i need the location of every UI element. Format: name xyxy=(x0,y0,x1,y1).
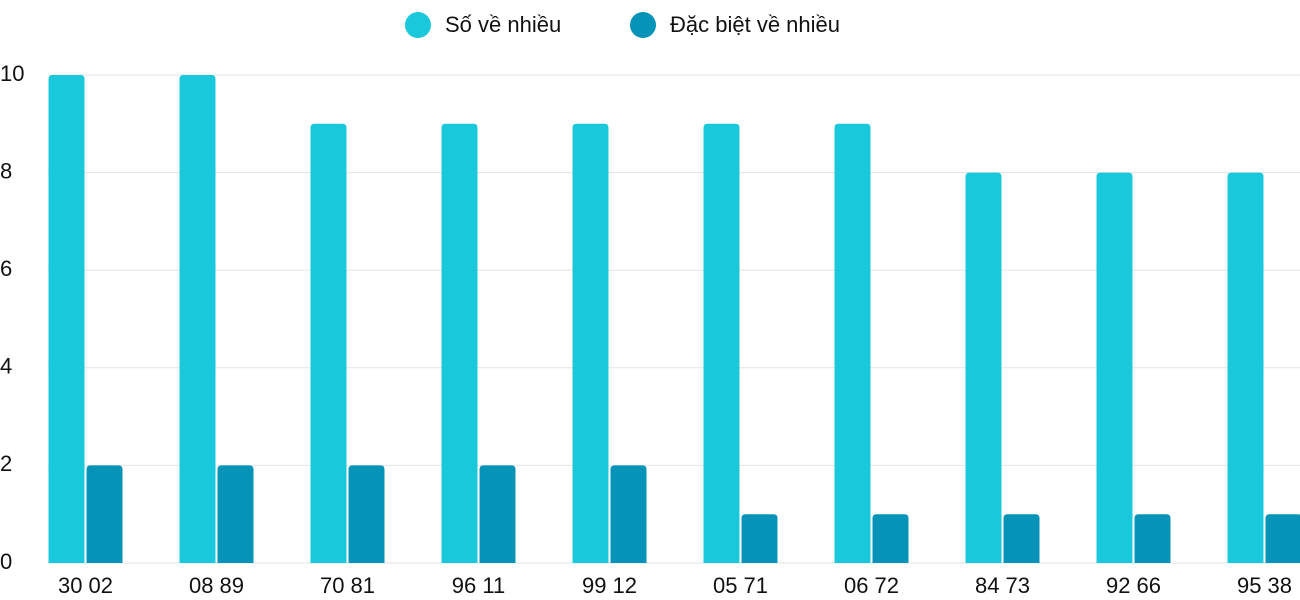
bar xyxy=(610,465,647,563)
bar xyxy=(1265,514,1300,563)
x-tick-label: 70 81 xyxy=(320,573,375,598)
x-tick-label: 06 72 xyxy=(844,573,899,598)
x-tick-label: 84 73 xyxy=(975,573,1030,598)
x-tick-label: 05 71 xyxy=(713,573,768,598)
bar xyxy=(48,75,85,563)
bar xyxy=(834,123,871,564)
y-tick-label: 8 xyxy=(0,158,12,183)
x-tick-label: 95 38 xyxy=(1237,573,1292,598)
bar xyxy=(572,123,609,564)
bar xyxy=(703,123,740,564)
bar xyxy=(1003,514,1040,563)
bar xyxy=(310,123,347,564)
y-tick-label: 4 xyxy=(0,354,12,379)
bar xyxy=(965,172,1002,563)
y-tick-label: 6 xyxy=(0,256,12,281)
y-tick-label: 0 xyxy=(0,549,12,574)
legend-label: Đặc biệt về nhiều xyxy=(670,12,840,37)
bar xyxy=(1096,172,1133,563)
x-tick-label: 99 12 xyxy=(582,573,637,598)
bar xyxy=(479,465,516,563)
y-tick-label: 10 xyxy=(0,61,24,86)
bar xyxy=(872,514,909,563)
bar xyxy=(86,465,123,563)
bar xyxy=(217,465,254,563)
bar xyxy=(179,75,216,563)
x-tick-label: 96 11 xyxy=(452,573,505,598)
x-tick-label: 92 66 xyxy=(1106,573,1161,598)
y-tick-label: 2 xyxy=(0,451,12,476)
bar xyxy=(441,123,478,564)
x-tick-label: 30 02 xyxy=(58,573,113,598)
bar xyxy=(1227,172,1264,563)
bar xyxy=(1134,514,1171,563)
x-tick-label: 08 89 xyxy=(189,573,244,598)
legend-swatch xyxy=(630,12,656,38)
legend-label: Số về nhiều xyxy=(445,12,561,37)
bar xyxy=(741,514,778,563)
legend-swatch xyxy=(405,12,431,38)
bar xyxy=(348,465,385,563)
